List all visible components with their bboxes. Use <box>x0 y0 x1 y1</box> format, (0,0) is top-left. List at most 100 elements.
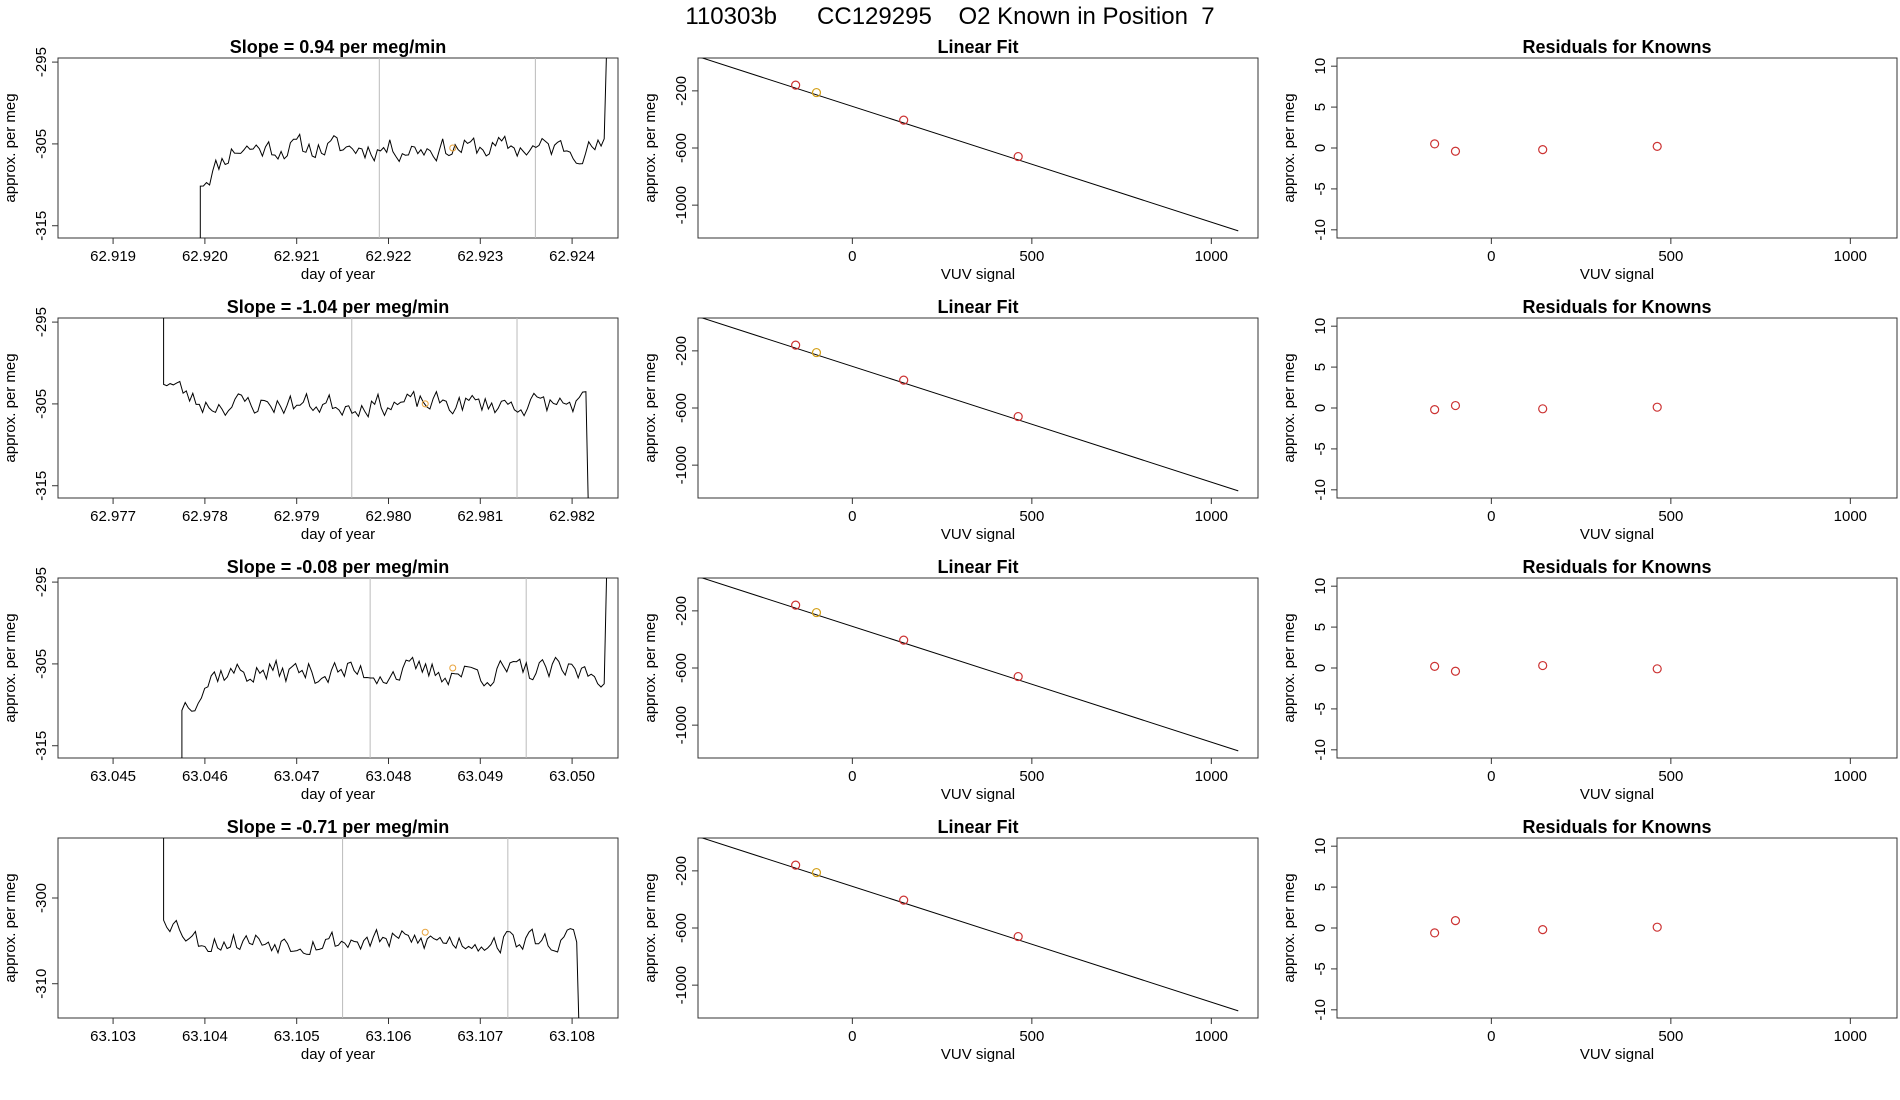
x-tick-label: 62.978 <box>182 508 228 525</box>
data-point <box>1652 402 1662 412</box>
data-point <box>1652 141 1662 151</box>
plot-area <box>1430 400 1662 415</box>
plot-frame <box>57 577 619 759</box>
data-point <box>791 80 801 90</box>
plot-area <box>700 578 1239 752</box>
x-axis-label: day of year <box>301 1046 375 1063</box>
chart-title: Slope = -1.04 per meg/min <box>227 297 450 317</box>
data-point <box>1538 404 1548 414</box>
y-tick-label: 10 <box>1312 838 1329 855</box>
x-tick-label: 1000 <box>1195 248 1228 265</box>
y-tick-label: -300 <box>33 883 50 913</box>
y-axis-label: approx. per meg <box>1281 613 1298 722</box>
y-axis-label: approx. per meg <box>1281 353 1298 462</box>
plot-frame <box>1336 317 1898 499</box>
chart-title: Linear Fit <box>937 37 1018 57</box>
chart-title: Residuals for Knowns <box>1522 817 1711 837</box>
y-tick-label: -1000 <box>673 966 690 1004</box>
data-point <box>1538 660 1548 671</box>
plot-frame <box>697 317 1259 499</box>
data-point <box>1538 145 1548 155</box>
y-tick-label: -200 <box>673 596 690 626</box>
data-point <box>1013 151 1023 162</box>
x-tick-label: 62.920 <box>182 248 228 265</box>
x-tick-label: 500 <box>1658 248 1683 265</box>
x-tick-label: 1000 <box>1195 508 1228 525</box>
x-axis-label: VUV signal <box>941 786 1015 803</box>
y-tick-label: 0 <box>1312 144 1329 152</box>
signal-trace <box>163 838 580 1018</box>
x-tick-label: 0 <box>1487 768 1495 785</box>
fit-line <box>700 838 1239 1012</box>
y-tick-label: 5 <box>1312 623 1329 631</box>
x-tick-label: 0 <box>848 508 856 525</box>
data-point <box>1652 664 1662 674</box>
x-tick-label: 63.105 <box>274 1028 320 1045</box>
chart-title: Residuals for Knowns <box>1522 557 1711 577</box>
x-tick-label: 63.045 <box>90 768 136 785</box>
x-tick-label: 62.922 <box>366 248 412 265</box>
y-axis-label: approx. per meg <box>642 613 659 722</box>
y-tick-label: 5 <box>1312 883 1329 891</box>
y-tick-label: -305 <box>33 389 50 419</box>
chart-title: Linear Fit <box>937 297 1018 317</box>
y-tick-label: -10 <box>1312 739 1329 761</box>
chart-title: Slope = -0.08 per meg/min <box>227 557 450 577</box>
data-point <box>1430 405 1440 415</box>
y-axis-label: approx. per meg <box>1281 873 1298 982</box>
y-tick-label: -600 <box>673 393 690 423</box>
data-point <box>811 347 822 358</box>
data-point <box>1430 928 1440 938</box>
x-axis-label: VUV signal <box>1580 1046 1654 1063</box>
data-point <box>1013 671 1023 682</box>
x-tick-label: 63.103 <box>90 1028 136 1045</box>
y-tick-label: -5 <box>1312 962 1329 975</box>
x-tick-label: 500 <box>1019 768 1044 785</box>
x-tick-label: 63.108 <box>549 1028 595 1045</box>
x-axis-label: VUV signal <box>1580 786 1654 803</box>
plot-area <box>700 318 1239 492</box>
plot-area <box>700 838 1239 1012</box>
data-point <box>899 635 909 645</box>
y-axis-label: approx. per meg <box>642 353 659 462</box>
data-point <box>1430 139 1440 149</box>
data-point <box>811 607 822 618</box>
data-point <box>791 860 801 870</box>
x-tick-label: 1000 <box>1834 768 1867 785</box>
plot-frame <box>1336 577 1898 759</box>
data-point <box>1652 922 1662 932</box>
x-axis-label: day of year <box>301 786 375 803</box>
data-point <box>791 600 801 610</box>
plot-area <box>1430 660 1662 676</box>
data-point <box>899 375 909 385</box>
y-tick-label: -1000 <box>673 446 690 484</box>
x-tick-label: 0 <box>1487 508 1495 525</box>
plot-frame <box>57 57 619 239</box>
x-tick-label: 500 <box>1019 248 1044 265</box>
x-axis-label: VUV signal <box>941 1046 1015 1063</box>
fit-line <box>700 578 1239 752</box>
y-tick-label: -5 <box>1312 702 1329 715</box>
plot-frame <box>697 577 1259 759</box>
y-tick-label: -305 <box>33 129 50 159</box>
chart-title: Slope = 0.94 per meg/min <box>230 37 447 57</box>
x-tick-label: 1000 <box>1834 508 1867 525</box>
x-tick-label: 500 <box>1658 1028 1683 1045</box>
x-axis-label: VUV signal <box>1580 266 1654 283</box>
y-tick-label: -305 <box>33 649 50 679</box>
x-tick-label: 500 <box>1019 1028 1044 1045</box>
chart-title: Linear Fit <box>937 817 1018 837</box>
x-tick-label: 1000 <box>1834 1028 1867 1045</box>
y-tick-label: -200 <box>673 856 690 886</box>
x-tick-label: 62.924 <box>549 248 595 265</box>
chart-title: Slope = -0.71 per meg/min <box>227 817 450 837</box>
x-tick-label: 63.104 <box>182 1028 228 1045</box>
plot-area <box>700 58 1239 232</box>
